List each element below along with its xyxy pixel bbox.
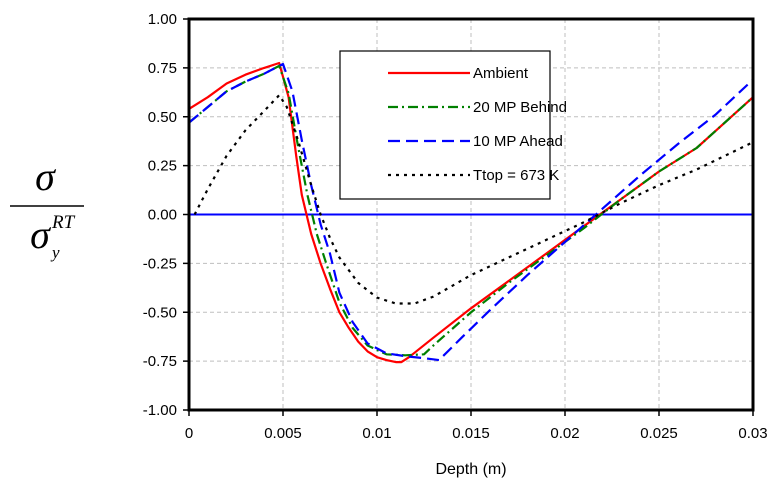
series-lines xyxy=(188,61,754,364)
series-line-1 xyxy=(188,61,754,364)
y-axis-label: σ σ RT y xyxy=(10,154,84,262)
legend-label: 20 MP Behind xyxy=(473,99,567,116)
y-label-superscript: RT xyxy=(51,212,76,233)
y-tick-label: -0.25 xyxy=(143,255,177,272)
x-tick-label: 0.025 xyxy=(640,425,678,442)
x-tick-labels: 0 0.005 0.01 0.015 0.02 0.025 0.03 xyxy=(185,410,768,442)
x-tick-label: 0.005 xyxy=(264,425,302,442)
y-tick-label: 0.75 xyxy=(148,60,177,77)
x-tick-label: 0.03 xyxy=(738,425,767,442)
legend-label: 10 MP Ahead xyxy=(473,133,563,150)
y-tick-labels: 1.00 0.75 0.50 0.25 0.00 -0.25 -0.50 -0.75 -1.00 xyxy=(143,11,189,419)
series-line-4 xyxy=(193,94,754,305)
plot-frame xyxy=(187,17,755,412)
legend-label: Ambient xyxy=(473,65,529,82)
y-tick-label: -0.75 xyxy=(143,353,177,370)
y-label-subscript: y xyxy=(50,243,60,262)
x-axis-label: Depth (m) xyxy=(435,461,506,478)
y-tick-label: 0.50 xyxy=(148,109,177,126)
y-label-numerator: σ xyxy=(35,154,56,199)
y-label-denominator: σ xyxy=(30,212,51,257)
x-tick-label: 0.01 xyxy=(362,425,391,442)
y-tick-label: -0.50 xyxy=(143,304,177,321)
y-tick-label: -1.00 xyxy=(143,402,177,419)
legend: Ambient 20 MP Behind 10 MP Ahead Ttop = 673… xyxy=(339,50,567,200)
x-tick-label: 0.02 xyxy=(550,425,579,442)
x-tick-label: 0.015 xyxy=(452,425,490,442)
y-tick-label: 1.00 xyxy=(148,11,177,28)
legend-label: Ttop = 673 K xyxy=(473,167,559,184)
y-tick-label: 0.25 xyxy=(148,158,177,175)
x-tick-label: 0 xyxy=(185,425,193,442)
y-tick-label: 0.00 xyxy=(148,207,177,224)
series-line-3 xyxy=(188,62,754,362)
